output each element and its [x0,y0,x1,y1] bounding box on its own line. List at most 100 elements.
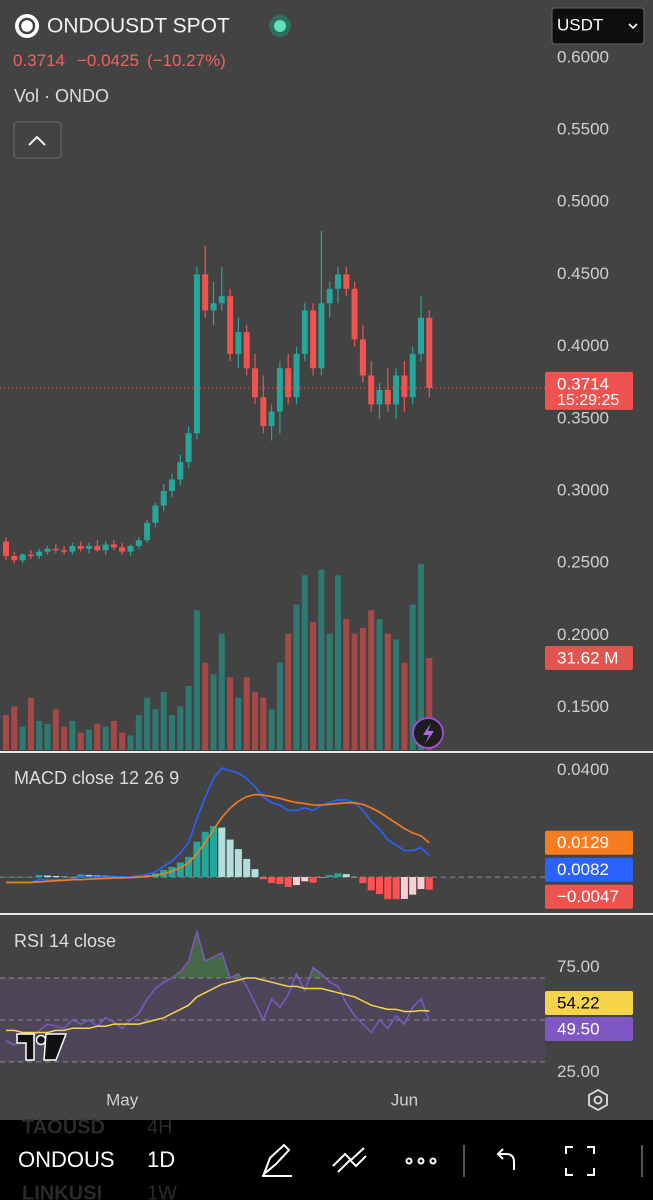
macd-histogram-bar [376,877,383,895]
volume-bar [127,735,134,750]
y-tick-label: 0.6000 [557,47,609,66]
collapse-button[interactable] [13,121,62,159]
volume-bar [384,633,391,750]
candle-body [359,339,366,376]
macd-histogram-bar [400,877,408,899]
candle-body [318,303,325,369]
candle-body [418,317,424,354]
macd-histogram-bar [10,877,18,878]
candle-body [343,274,350,289]
status-dot [274,20,286,32]
change-pct: (−10.27%) [147,51,226,70]
macd-histogram-bar [218,827,226,878]
last-price: 0.3714 [13,51,65,70]
volume-bar [94,723,101,750]
y-tick-label: 75.00 [557,957,600,976]
candle-body [252,368,258,398]
select-chevron [628,23,638,30]
candle-body [276,368,283,412]
macd-histogram-bar [293,877,300,886]
candle-body [426,317,433,388]
watchlist-interval: 1W [147,1182,177,1200]
macd-histogram-bar [85,874,93,878]
macd-histogram-bar [210,825,217,878]
volume-bar [86,729,92,750]
toolbar-symbol[interactable]: ONDOUS [18,1147,115,1172]
overbought-fill [172,931,326,978]
value-box [545,645,633,670]
volume-bar [119,732,126,750]
toolbar [0,1120,653,1200]
macd-histogram-bar [284,877,292,887]
symbol-title: ONDOUSDT SPOT [47,15,230,38]
macd-line [6,793,430,884]
candle-body [135,540,142,546]
macd-histogram-bar [35,874,43,878]
macd-histogram-bar [301,877,309,882]
macd-histogram-bar [351,876,359,878]
candle-body [102,544,109,551]
volume-bar [218,633,225,750]
volume-bar [368,610,375,750]
toolbar-interval[interactable]: 1D [147,1147,175,1172]
fullscreen-icon[interactable] [565,1146,595,1176]
y-tick-label: 25.00 [557,1062,600,1081]
macd-histogram-bar [359,877,367,884]
candle-body [310,310,317,369]
volume-title: Vol · ONDO [14,86,109,106]
settings-icon[interactable] [588,1088,608,1112]
volume-bar [310,621,317,750]
tv-logo [16,1033,68,1061]
volume-bar [393,639,400,750]
volume-bar [110,720,117,750]
volume-bar [61,726,68,750]
candle-body [401,375,408,398]
volume-bar [36,720,43,750]
macd-histogram-bar [276,877,284,884]
macd-histogram-bar [392,877,400,900]
macd-histogram-bar [259,877,267,880]
candle-body [3,541,9,557]
candle-body [185,433,192,463]
candle-body [235,332,242,354]
macd-histogram-bar [326,875,334,878]
indicator-icon[interactable] [332,1147,367,1173]
chevron-up [28,135,46,146]
rsi-title: RSI 14 close [14,931,116,951]
logo [15,14,39,38]
volume-bar [343,619,350,750]
macd-histogram-bar [185,856,193,878]
value-box [545,991,633,1016]
volume-bar [268,709,275,750]
undo-icon[interactable] [496,1148,515,1170]
volume-bar [52,709,59,750]
macd-histogram-bar [52,876,60,878]
currency-select[interactable] [551,7,645,45]
value-label: 0.0082 [557,860,609,879]
value-box [545,857,633,882]
candle-body [326,288,333,304]
volume-bar [3,715,9,750]
volume-bar [418,563,424,750]
candle-body [169,479,175,492]
candle-body [27,554,34,557]
dot [405,1157,413,1165]
change: −0.0425 [77,51,139,70]
candle-body [160,491,167,506]
candle-body [86,545,92,549]
volume-bar [102,726,109,750]
macd-histogram-bar [2,877,10,878]
rsi-line [5,929,431,1047]
candle-body [409,353,416,398]
candle-body [202,274,209,311]
candle-body [152,505,159,523]
overlay: ONDOUSDT SPOT 0.3714 −0.0425 (−10.27%) Vol… [0,7,653,1200]
volume-bar [169,715,175,750]
draw-icon[interactable] [261,1143,292,1178]
y-tick-label: 0.3000 [557,481,609,500]
y-tick-label: 0.4500 [557,264,609,283]
watchlist-symbol: LINKUSI [22,1182,102,1200]
candle-body [376,389,383,405]
